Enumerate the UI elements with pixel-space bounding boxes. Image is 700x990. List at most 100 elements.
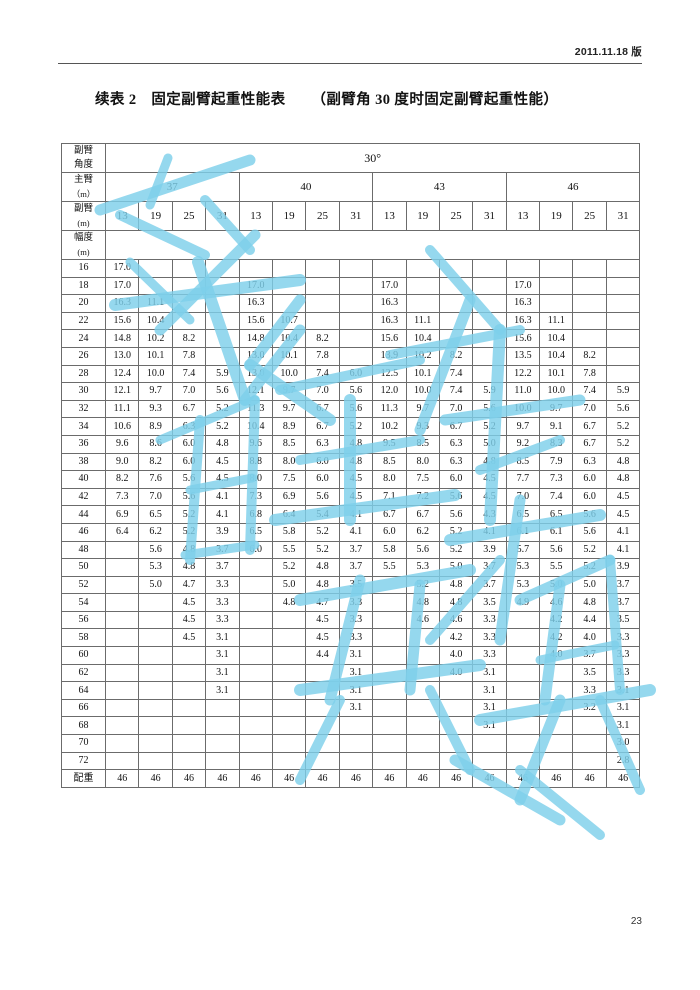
jib-length-37-25: 25 — [171, 201, 207, 231]
capacity-cell — [372, 610, 407, 630]
capacity-cell: 17.0 — [238, 276, 273, 296]
radius-header-spacer — [104, 230, 641, 260]
ballast-value: 46 — [238, 769, 273, 788]
radius-value: 52 — [61, 575, 106, 595]
capacity-cell: 5.2 — [438, 540, 474, 560]
capacity-cell: 5.8 — [372, 540, 407, 560]
ballast-value: 46 — [539, 769, 574, 788]
capacity-cell — [505, 663, 541, 683]
capacity-cell: 6.4 — [271, 505, 307, 524]
capacity-cell: 6.0 — [338, 364, 374, 384]
capacity-cell: 4.1 — [605, 540, 641, 560]
capacity-cell: 6.2 — [405, 522, 440, 542]
radius-value: 66 — [61, 698, 106, 718]
table-row: 70 3.0 — [61, 734, 641, 753]
ballast-value: 46 — [138, 769, 173, 788]
capacity-cell: 10.6 — [104, 417, 140, 436]
capacity-cell: 5.2 — [605, 434, 641, 454]
radius-value: 20 — [61, 294, 106, 313]
capacity-cell: 3.3 — [205, 593, 240, 612]
capacity-cell: 9.7 — [138, 382, 173, 401]
capacity-cell — [305, 716, 340, 736]
main-boom-group-40: 40 — [238, 172, 374, 202]
capacity-cell: 3.3 — [472, 610, 507, 630]
capacity-cell: 3.5 — [472, 593, 507, 612]
capacity-cell: 8.5 — [372, 452, 407, 472]
capacity-cell — [338, 716, 374, 736]
capacity-cell: 15.6 — [104, 311, 140, 331]
row-header-ballast: 配重 — [61, 769, 106, 788]
capacity-cell — [205, 276, 240, 296]
capacity-cell: 3.7 — [205, 558, 240, 577]
capacity-cell: 5.2 — [338, 417, 374, 436]
capacity-cell — [438, 751, 474, 771]
capacity-cell: 5.0 — [138, 575, 173, 595]
capacity-cell: 11.1 — [539, 311, 574, 331]
capacity-cell — [539, 698, 574, 718]
capacity-cell — [305, 259, 340, 278]
capacity-cell — [405, 751, 440, 771]
capacity-cell: 5.6 — [171, 487, 207, 507]
capacity-cell — [505, 716, 541, 736]
capacity-cell: 7.4 — [305, 364, 340, 384]
capacity-cell: 7.8 — [171, 346, 207, 366]
capacity-cell — [138, 734, 173, 753]
capacity-cell — [238, 716, 273, 736]
capacity-cell: 6.0 — [171, 452, 207, 472]
capacity-cell: 5.2 — [205, 399, 240, 419]
capacity-cell: 3.7 — [472, 575, 507, 595]
capacity-cell: 5.6 — [572, 505, 607, 524]
capacity-cell — [238, 610, 273, 630]
capacity-cell: 10.4 — [539, 346, 574, 366]
capacity-cell: 2.8 — [605, 751, 641, 771]
capacity-cell: 8.5 — [405, 434, 440, 454]
capacity-cell — [205, 294, 240, 313]
capacity-cell: 8.2 — [171, 329, 207, 348]
capacity-cell: 5.9 — [205, 364, 240, 384]
capacity-cell — [539, 751, 574, 771]
capacity-cell — [505, 610, 541, 630]
capacity-cell: 4.5 — [205, 470, 240, 489]
table-row: 22 15.6 10.4 15.6 10.7 16.3 11.1 16.3 11.1 — [61, 311, 641, 331]
capacity-cell: 17.0 — [104, 259, 140, 278]
capacity-cell: 16.3 — [372, 311, 407, 331]
capacity-cell: 12.4 — [104, 364, 140, 384]
capacity-cell: 7.8 — [305, 346, 340, 366]
radius-value: 70 — [61, 734, 106, 753]
capacity-cell — [104, 663, 140, 683]
capacity-cell — [171, 698, 207, 718]
jib-angle-value: 30° — [104, 143, 641, 173]
capacity-cell — [171, 294, 207, 313]
capacity-cell: 4.8 — [405, 593, 440, 612]
capacity-cell: 6.7 — [305, 399, 340, 419]
capacity-cell: 8.0 — [271, 452, 307, 472]
capacity-cell — [138, 276, 173, 296]
capacity-cell: 4.1 — [472, 522, 507, 542]
capacity-cell — [205, 734, 240, 753]
capacity-cell: 3.0 — [605, 734, 641, 753]
capacity-cell: 5.2 — [171, 505, 207, 524]
capacity-cell — [305, 276, 340, 296]
radius-value: 18 — [61, 276, 106, 296]
capacity-cell: 4.8 — [472, 452, 507, 472]
capacity-cell — [104, 558, 140, 577]
capacity-cell — [271, 716, 307, 736]
capacity-cell: 4.8 — [305, 558, 340, 577]
capacity-cell — [405, 698, 440, 718]
capacity-cell: 4.8 — [605, 470, 641, 489]
jib-length-46-25: 25 — [572, 201, 607, 231]
radius-label-unit: (m) — [77, 247, 90, 257]
capacity-cell: 13.5 — [505, 346, 541, 366]
capacity-cell: 9.3 — [138, 399, 173, 419]
capacity-cell: 16.3 — [104, 294, 140, 313]
capacity-cell — [338, 346, 374, 366]
capacity-cell: 3.7 — [205, 540, 240, 560]
capacity-cell: 5.6 — [405, 540, 440, 560]
capacity-cell — [205, 259, 240, 278]
capacity-cell: 10.0 — [405, 382, 440, 401]
capacity-cell: 8.2 — [138, 452, 173, 472]
capacity-cell: 14.8 — [238, 329, 273, 348]
capacity-cell: 4.5 — [305, 628, 340, 648]
capacity-cell: 6.3 — [572, 452, 607, 472]
capacity-cell — [605, 329, 641, 348]
